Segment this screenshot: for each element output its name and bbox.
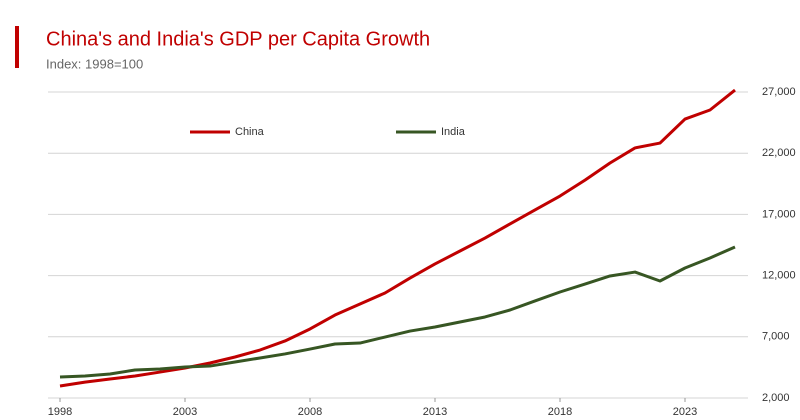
y-tick-label: 27,000 xyxy=(762,86,796,98)
line-series xyxy=(59,88,736,388)
chart-title: China's and India's GDP per Capita Growt… xyxy=(46,28,430,50)
title-accent xyxy=(15,26,19,68)
x-tick-label: 2013 xyxy=(423,406,447,418)
x-tick-label: 1998 xyxy=(48,406,72,418)
y-tick-label: 22,000 xyxy=(762,147,796,159)
legend-label: India xyxy=(441,126,466,138)
x-tick-label: 2003 xyxy=(173,406,197,418)
x-tick-label: 2018 xyxy=(548,406,572,418)
legend-label: China xyxy=(235,126,265,138)
y-tick-label: 17,000 xyxy=(762,208,796,220)
x-tick-label: 2023 xyxy=(673,406,697,418)
y-tick-label: 12,000 xyxy=(762,270,796,282)
chart-subtitle: Index: 1998=100 xyxy=(46,56,143,71)
y-tick-label: 7,000 xyxy=(762,331,790,343)
y-tick-label: 2,000 xyxy=(762,392,790,404)
line-series xyxy=(59,245,736,379)
x-tick-label: 2008 xyxy=(298,406,322,418)
